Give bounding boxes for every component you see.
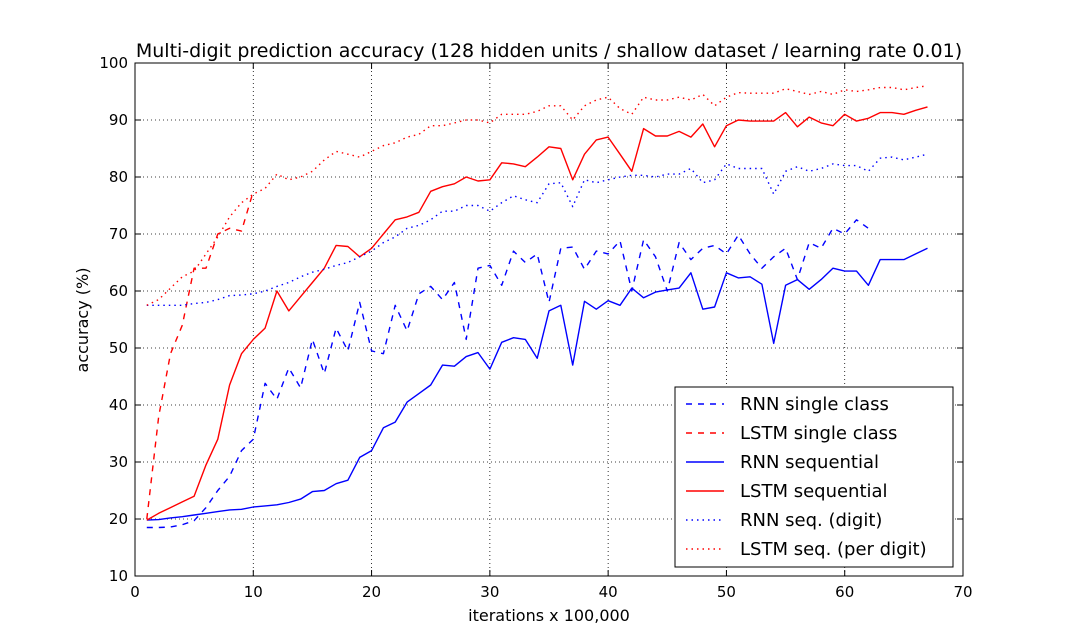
legend-entry-label: LSTM seq. (per digit) (740, 539, 927, 560)
y-tick-label: 90 (109, 111, 128, 129)
chart-title: Multi-digit prediction accuracy (128 hid… (136, 40, 962, 62)
y-tick-label: 70 (109, 225, 128, 243)
legend-entry-label: LSTM sequential (740, 481, 888, 502)
series-line-rnn-sequential (146, 247, 928, 521)
y-tick-label: 80 (109, 168, 128, 186)
y-tick-label: 40 (109, 396, 128, 414)
x-tick-label: 30 (480, 583, 499, 601)
plot-frame (134, 62, 964, 577)
x-tick-label: 50 (717, 583, 736, 601)
legend-entry-label: RNN seq. (digit) (740, 510, 882, 531)
legend-box (674, 386, 954, 568)
x-tick-label: 70 (953, 583, 972, 601)
legend-entry-label: RNN single class (740, 394, 889, 415)
y-tick-label: 50 (109, 339, 128, 357)
legend: RNN single class LSTM single class RNN seq… (674, 386, 954, 568)
y-tick-label: 10 (109, 567, 128, 585)
legend-entry-label: LSTM single class (740, 423, 897, 444)
series-line-lstm-sequential (146, 106, 928, 521)
y-tick-label: 100 (99, 54, 128, 72)
x-tick-label: 20 (362, 583, 381, 601)
y-tick-label: 60 (109, 282, 128, 300)
series-layer (146, 85, 928, 529)
x-tick-label: 0 (130, 583, 140, 601)
series-line-lstm-single-class (146, 191, 254, 520)
x-axis-label: iterations x 100,000 (468, 606, 630, 625)
x-tick-label: 60 (835, 583, 854, 601)
legend-entry-label: RNN sequential (740, 452, 879, 473)
y-axis-label: accuracy (%) (73, 268, 92, 373)
y-tick-label: 20 (109, 510, 128, 528)
series-line-rnn-single-class (146, 219, 869, 529)
y-tick-label: 30 (109, 453, 128, 471)
x-tick-label: 40 (599, 583, 618, 601)
grid (135, 63, 963, 576)
x-tick-label: 10 (244, 583, 263, 601)
series-line-rnn-seq-digit (146, 153, 928, 306)
